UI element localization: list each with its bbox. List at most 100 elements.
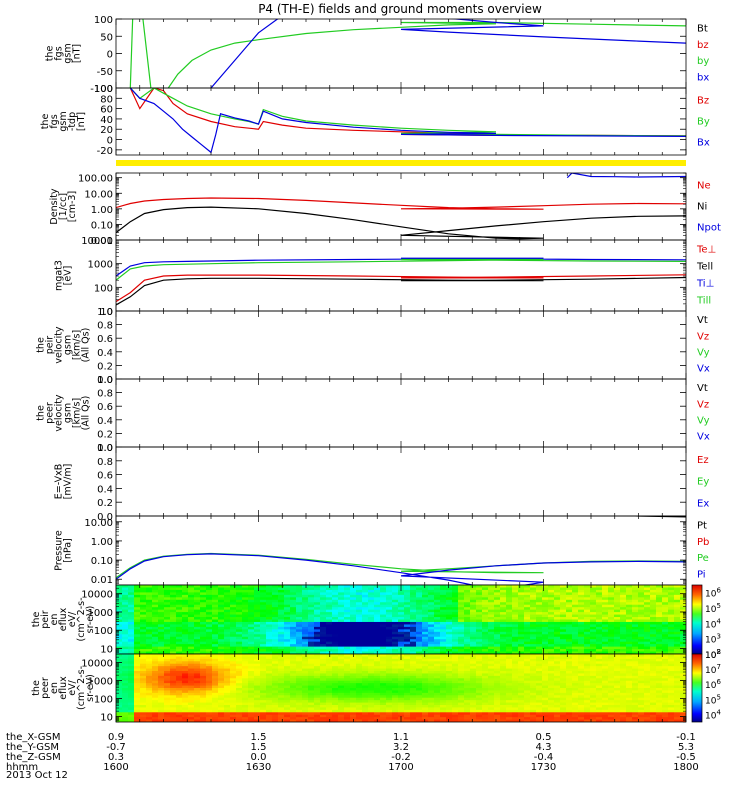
y-axis-label: sr-eV): [85, 606, 96, 634]
panel-5: 1.00.80.60.40.20.0thepeirvelocitygsm[km/…: [36, 307, 710, 386]
y-tick-label: -20: [97, 146, 113, 157]
series-Tell: [116, 277, 750, 305]
panel-8: 10.001.000.100.01Pressure[nPa]PtPbPePi: [54, 514, 750, 587]
y-axis-label: [mV/m]: [63, 464, 74, 500]
panel-6: 1.0 0.8 0.6 0.4 0.2 0.0 thepeervelocitygsm[km/…: [36, 375, 710, 454]
y-tick-label: 0.2: [97, 361, 113, 372]
y-tick-label: 10.00: [84, 518, 113, 529]
y-tick-label: 10.00: [84, 189, 113, 200]
legend-Bz: Bz: [697, 96, 709, 107]
series-Pe: [116, 554, 750, 578]
legend-Pi: Pi: [697, 570, 706, 581]
y-tick-label: -50: [97, 67, 113, 78]
y-tick-label: 0: [107, 50, 113, 61]
y-tick-label: 50: [100, 32, 113, 43]
y-axis-label: (All Qs): [81, 396, 92, 431]
legend-Vt: Vt: [697, 315, 708, 326]
y-tick-label: 100: [94, 15, 113, 26]
y-tick-label: 100: [94, 695, 113, 706]
legend-Ey: Ey: [697, 477, 709, 488]
y-tick-label: 0.4: [97, 348, 113, 359]
ephemeris-value: 1700: [388, 762, 413, 773]
colorbar-tick-label: 107: [705, 663, 721, 676]
ephemeris-value: 1600: [103, 762, 128, 773]
colorbar-tick-label: 105: [705, 693, 721, 706]
series-Bx: [130, 88, 750, 152]
legend-by: by: [697, 56, 709, 67]
legend-Npot: Npot: [697, 223, 721, 234]
y-tick-label: 0.10: [91, 220, 113, 231]
series-Npot: [567, 173, 750, 178]
legend-Ex: Ex: [697, 498, 709, 509]
legend-Bx: Bx: [697, 138, 710, 149]
colorbar-tick-label: 105: [705, 602, 721, 615]
y-tick-label: 100: [94, 283, 113, 294]
y-tick-label: 0.6: [97, 471, 113, 482]
panel-7: 1.0 0.8 0.6 0.4 0.2 0.0 E=-VxB[mV/m] Ez Ey Ex: [54, 443, 710, 523]
panel-3: 100.0010.001.000.100.01Density[1/cc][cm-…: [49, 173, 750, 247]
y-tick-label: 0.8: [97, 321, 113, 332]
panel-1: 100 50 0 -50 -100 thefgsgsm[nT] Bt bz by bx: [45, 0, 750, 157]
series-Ni: [116, 207, 750, 239]
overview-figure: P4 (TH-E) fields and ground moments over…: [0, 0, 750, 800]
legend-Vx: Vx: [697, 364, 710, 375]
y-tick-label: 10: [100, 645, 113, 656]
ephemeris-value: 1630: [246, 762, 271, 773]
y-tick-label: 0.6: [97, 402, 113, 413]
legend-bz: bz: [697, 40, 709, 51]
legend-Vz: Vz: [697, 399, 709, 410]
legend-Till: Till: [696, 295, 711, 306]
legend-Pe: Pe: [697, 553, 709, 564]
y-tick-label: 0.01: [91, 575, 113, 586]
spectrogram-10: [116, 654, 687, 723]
y-tick-label: 1.00: [91, 537, 113, 548]
y-tick-label: 100: [94, 626, 113, 637]
panel-4: 10000100010010mgat3[eV]Te⊥TellTi⊥Till: [54, 236, 750, 318]
legend-Vx: Vx: [697, 432, 710, 443]
plot-date: 2013 Oct 12: [6, 770, 68, 781]
y-axis-label: sr-eV): [85, 674, 96, 702]
legend-Vt: Vt: [697, 383, 708, 394]
y-tick-label: 0.4: [97, 416, 113, 427]
plot-title: P4 (TH-E) fields and ground moments over…: [258, 2, 542, 16]
legend-Vy: Vy: [697, 348, 710, 359]
y-tick-label: 0.10: [91, 556, 113, 567]
y-tick-label: 0.6: [97, 334, 113, 345]
colorbar-10: [692, 654, 702, 722]
legend-Te⊥: Te⊥: [696, 245, 716, 256]
ephemeris-value: 1800: [673, 762, 698, 773]
legend-By: By: [697, 117, 710, 128]
panel-2: 100806040200-20 thefgsgsm-tdp[nT] Bz By Bx: [40, 84, 750, 166]
y-tick-label: 1000: [88, 260, 113, 271]
legend-Vz: Vz: [697, 331, 709, 342]
colorbar-9: [692, 585, 702, 654]
legend-Tell: Tell: [696, 262, 713, 273]
colorbar-tick-label: 108: [705, 648, 721, 661]
y-tick-label: 1.00: [91, 205, 113, 216]
legend-Ti⊥: Ti⊥: [696, 278, 714, 289]
y-tick-label: 1.0: [97, 375, 113, 386]
legend-Pb: Pb: [697, 537, 709, 548]
colorbar-tick-label: 104: [705, 708, 721, 721]
panel-9: 10610510410310210000100010010thepeirenef…: [31, 585, 721, 661]
y-axis-label: [nT]: [72, 44, 83, 63]
legend-Ni: Ni: [697, 202, 707, 213]
colorbar-tick-label: 104: [705, 617, 721, 630]
y-axis-label: [eV]: [63, 266, 74, 286]
legend-Ne: Ne: [697, 181, 711, 192]
series-Bz: [130, 88, 750, 136]
y-tick-label: 100.00: [78, 174, 113, 185]
quality-flag-bar: [116, 160, 686, 166]
y-tick-label: 10000: [81, 236, 113, 247]
y-axis-label: [cm-3]: [67, 191, 78, 222]
colorbar-tick-label: 103: [705, 633, 721, 646]
ephemeris-value: 1730: [531, 762, 556, 773]
y-axis-label: [nPa]: [63, 538, 74, 563]
y-tick-label: 0.2: [97, 429, 113, 440]
y-tick-label: 1.0: [97, 307, 113, 318]
colorbar-tick-label: 106: [705, 678, 721, 691]
y-tick-label: 0.8: [97, 389, 113, 400]
legend-Vy: Vy: [697, 416, 710, 427]
ephemeris-table: the_X-GSM 0.9 1.5 1.1 0.5 -0.1 the_Y-GSM -0.7 1.…: [6, 732, 699, 781]
y-tick-label: 0.8: [97, 457, 113, 468]
